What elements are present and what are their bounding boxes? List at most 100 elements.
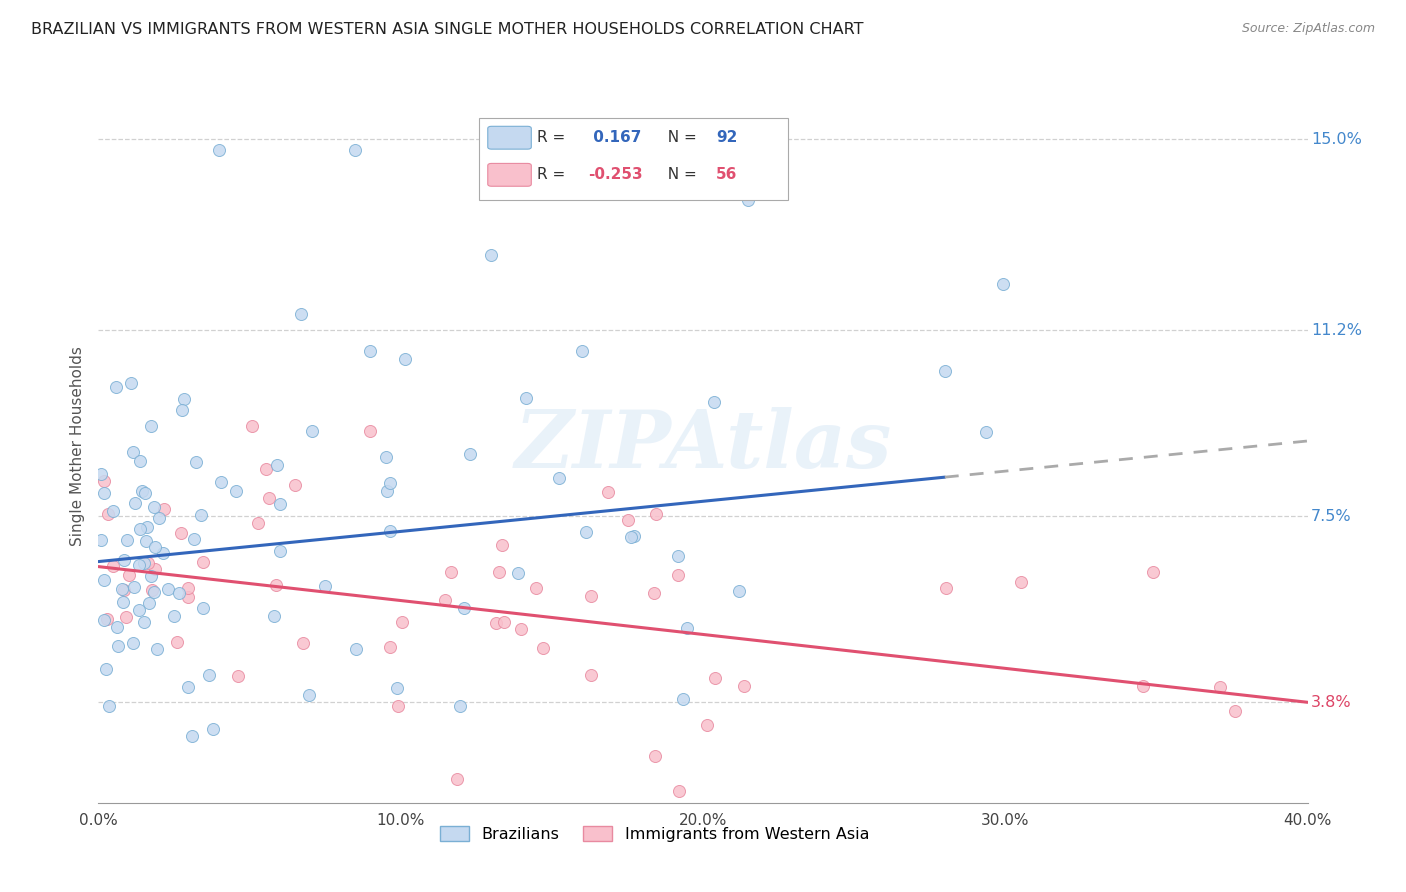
Brazilians	[107, 640, 129, 654]
Immigrants from Western Asia	[643, 586, 665, 600]
Brazilians	[139, 569, 162, 583]
Brazilians	[201, 722, 224, 736]
Brazilians	[976, 425, 998, 439]
Immigrants from Western Asia	[446, 772, 468, 786]
Immigrants from Western Asia	[644, 507, 666, 521]
Brazilians	[575, 525, 598, 540]
Immigrants from Western Asia	[935, 581, 957, 595]
Immigrants from Western Asia	[292, 636, 315, 650]
Brazilians	[208, 143, 231, 157]
Brazilians	[103, 504, 125, 518]
Text: ZIPAtlas: ZIPAtlas	[515, 408, 891, 484]
Brazilians	[177, 680, 200, 694]
Brazilians	[122, 580, 145, 594]
Brazilians	[703, 394, 725, 409]
Brazilians	[666, 549, 689, 563]
Brazilians	[152, 546, 174, 560]
Immigrants from Western Asia	[509, 622, 531, 636]
Brazilians	[163, 609, 186, 624]
Immigrants from Western Asia	[96, 612, 118, 626]
Immigrants from Western Asia	[491, 538, 513, 552]
Brazilians	[290, 307, 312, 321]
Brazilians	[225, 483, 247, 498]
Immigrants from Western Asia	[93, 474, 115, 488]
Brazilians	[132, 615, 155, 630]
Brazilians	[375, 484, 398, 499]
Immigrants from Western Asia	[391, 615, 413, 629]
Brazilians	[136, 519, 159, 533]
Brazilians	[193, 601, 215, 615]
Brazilians	[458, 447, 481, 461]
Immigrants from Western Asia	[254, 462, 277, 476]
Brazilians	[120, 376, 142, 390]
Brazilians	[548, 471, 571, 485]
Text: Source: ZipAtlas.com: Source: ZipAtlas.com	[1241, 22, 1375, 36]
Immigrants from Western Asia	[97, 507, 120, 521]
Brazilians	[620, 530, 643, 544]
Brazilians	[269, 497, 291, 511]
Brazilians	[128, 603, 150, 617]
Text: N =: N =	[658, 168, 702, 182]
Text: R =: R =	[537, 130, 571, 145]
Brazilians	[131, 484, 153, 499]
Immigrants from Western Asia	[581, 668, 603, 682]
Immigrants from Western Asia	[112, 582, 135, 597]
Y-axis label: Single Mother Households: Single Mother Households	[70, 346, 86, 546]
Immigrants from Western Asia	[703, 671, 725, 685]
Immigrants from Western Asia	[242, 419, 264, 434]
Immigrants from Western Asia	[733, 679, 755, 693]
Brazilians	[139, 419, 162, 434]
Brazilians	[128, 558, 150, 573]
Brazilians	[269, 544, 291, 558]
FancyBboxPatch shape	[479, 118, 787, 200]
Immigrants from Western Asia	[169, 525, 191, 540]
Brazilians	[128, 453, 150, 467]
Brazilians	[385, 681, 408, 696]
Text: 56: 56	[716, 168, 738, 182]
Brazilians	[156, 582, 179, 596]
Brazilians	[93, 574, 115, 588]
Brazilians	[90, 533, 112, 548]
Text: 15.0%: 15.0%	[1312, 132, 1362, 147]
Brazilians	[344, 641, 367, 656]
Brazilians	[374, 450, 396, 464]
Immigrants from Western Asia	[166, 635, 188, 649]
Brazilians	[314, 579, 336, 593]
Immigrants from Western Asia	[380, 640, 402, 654]
Brazilians	[146, 641, 169, 656]
Immigrants from Western Asia	[1132, 679, 1154, 693]
Brazilians	[170, 402, 193, 417]
Brazilians	[111, 582, 134, 597]
Brazilians	[122, 636, 145, 650]
Immigrants from Western Asia	[1142, 566, 1164, 580]
Text: 3.8%: 3.8%	[1312, 695, 1351, 710]
Brazilians	[449, 698, 471, 713]
Immigrants from Western Asia	[617, 513, 640, 527]
Immigrants from Western Asia	[1010, 574, 1032, 589]
Immigrants from Western Asia	[114, 609, 136, 624]
Brazilians	[115, 533, 138, 548]
Brazilians	[143, 585, 166, 599]
FancyBboxPatch shape	[488, 163, 531, 186]
Brazilians	[453, 601, 475, 615]
Immigrants from Western Asia	[1209, 680, 1232, 694]
Immigrants from Western Asia	[226, 669, 249, 683]
Immigrants from Western Asia	[581, 589, 603, 603]
Text: 0.167: 0.167	[588, 130, 641, 145]
Brazilians	[180, 730, 202, 744]
Brazilians	[508, 566, 530, 580]
Immigrants from Western Asia	[177, 590, 200, 604]
Brazilians	[98, 698, 121, 713]
Brazilians	[211, 475, 233, 489]
Brazilians	[623, 528, 645, 542]
Brazilians	[148, 511, 170, 525]
Immigrants from Western Asia	[141, 583, 163, 598]
Immigrants from Western Asia	[644, 748, 666, 763]
Immigrants from Western Asia	[440, 565, 463, 579]
Immigrants from Western Asia	[191, 555, 214, 569]
Text: BRAZILIAN VS IMMIGRANTS FROM WESTERN ASIA SINGLE MOTHER HOUSEHOLDS CORRELATION C: BRAZILIAN VS IMMIGRANTS FROM WESTERN ASI…	[31, 22, 863, 37]
Immigrants from Western Asia	[246, 516, 269, 530]
Brazilians	[190, 508, 212, 522]
Immigrants from Western Asia	[666, 567, 689, 582]
Brazilians	[737, 193, 759, 207]
